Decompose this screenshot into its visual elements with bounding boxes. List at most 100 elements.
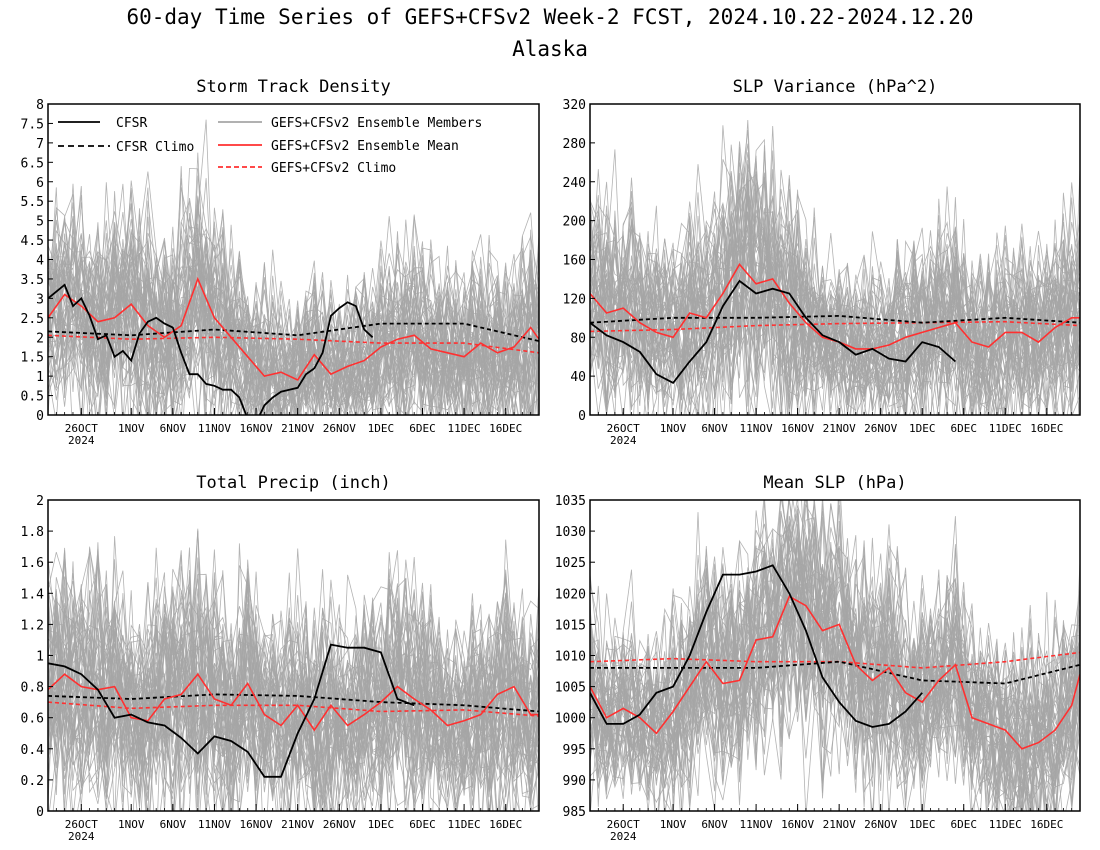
y-tick-label: 200	[563, 215, 586, 230]
ensemble-member-line	[48, 234, 539, 415]
ensemble-member-line	[590, 538, 1080, 811]
y-tick-label: 1.8	[21, 525, 44, 540]
ensemble-member-line	[590, 164, 1080, 415]
ensemble-member-line	[590, 152, 1080, 415]
ensemble-member-line	[590, 541, 1080, 811]
ensemble-climo-line	[590, 320, 1080, 333]
plot-area	[590, 119, 1080, 415]
ensemble-member-line	[48, 559, 539, 811]
y-tick-label: 1000	[555, 712, 586, 727]
ensemble-member-line	[48, 215, 539, 415]
x-tick-label: 16DEC	[489, 818, 522, 831]
x-tick-label: 11DEC	[448, 422, 481, 435]
x-tick-label: 11DEC	[448, 818, 481, 831]
legend-members-label: GEFS+CFSv2 Ensemble Members	[271, 116, 482, 131]
ensemble-member-line	[48, 602, 539, 811]
x-tick-label: 21NOV	[823, 422, 856, 435]
x-year-label: 2024	[610, 434, 637, 447]
ensemble-member-line	[48, 195, 539, 415]
ensemble-member-line	[590, 500, 1080, 799]
ensemble-climo-line	[590, 651, 1080, 669]
x-tick-label: 26OCT	[65, 422, 98, 435]
y-tick-label: 995	[563, 743, 586, 758]
ensemble-mean-line	[48, 276, 539, 382]
ensemble-member-line	[48, 582, 539, 811]
cfsr-climo-line	[590, 314, 1080, 324]
x-tick-label: 16DEC	[1030, 818, 1063, 831]
legend-cfsr-climo-label: CFSR Climo	[116, 140, 194, 155]
y-tick-label: 1020	[555, 587, 586, 602]
ensemble-member-line	[590, 557, 1080, 794]
x-tick-label: 26NOV	[323, 422, 356, 435]
x-tick-label: 1DEC	[368, 818, 395, 831]
x-tick-label: 1DEC	[909, 818, 936, 831]
ensemble-member-line	[590, 150, 1080, 415]
y-tick-label: 2.5	[21, 312, 44, 327]
ensemble-member-line	[590, 511, 1080, 794]
x-year-label: 2024	[68, 830, 95, 843]
ensemble-members	[48, 528, 539, 811]
x-tick-label: 16NOV	[239, 422, 272, 435]
y-tick-label: 280	[563, 137, 586, 152]
y-tick-label: 1.4	[21, 587, 45, 602]
x-tick-label: 6DEC	[409, 422, 436, 435]
y-tick-label: 1015	[555, 618, 586, 633]
y-tick-label: 0.2	[21, 774, 44, 789]
cfsr-climo-line	[48, 693, 539, 713]
plot-area	[48, 528, 539, 811]
x-tick-label: 11NOV	[198, 422, 231, 435]
x-tick-label: 6NOV	[701, 818, 728, 831]
y-tick-label: 7.5	[21, 117, 44, 132]
y-tick-label: 4	[36, 254, 44, 269]
x-tick-label: 6DEC	[950, 422, 977, 435]
ensemble-member-line	[590, 547, 1080, 811]
x-tick-label: 21NOV	[823, 818, 856, 831]
panel-title: SLP Variance (hPa^2)	[733, 77, 938, 97]
ensemble-member-line	[590, 500, 1080, 811]
x-tick-label: 1NOV	[660, 818, 687, 831]
x-tick-label: 21NOV	[281, 818, 314, 831]
y-tick-label: 2	[36, 494, 44, 509]
y-tick-label: 5.5	[21, 195, 44, 210]
y-tick-label: 0.4	[21, 743, 45, 758]
ensemble-member-line	[590, 125, 1080, 415]
x-tick-label: 26NOV	[864, 818, 897, 831]
y-tick-label: 7	[36, 137, 44, 152]
panel-title: Mean SLP (hPa)	[763, 473, 906, 493]
y-tick-label: 1010	[555, 650, 586, 665]
legend-climo-label: GEFS+CFSv2 Climo	[271, 161, 396, 176]
ensemble-member-line	[590, 199, 1080, 415]
ensemble-climo-line	[48, 334, 539, 354]
figure-subtitle: Alaska	[512, 37, 588, 61]
figure-title: 60-day Time Series of GEFS+CFSv2 Week-2 …	[126, 5, 973, 29]
x-tick-label: 1NOV	[118, 818, 145, 831]
panel-title: Storm Track Density	[196, 77, 390, 97]
ensemble-member-line	[48, 231, 539, 415]
y-tick-label: 40	[570, 370, 586, 385]
cfsr-line	[48, 283, 374, 415]
x-tick-label: 1DEC	[368, 422, 395, 435]
x-tick-label: 26NOV	[864, 422, 897, 435]
x-tick-label: 11NOV	[198, 818, 231, 831]
ensemble-members	[590, 119, 1080, 415]
x-tick-label: 26NOV	[323, 818, 356, 831]
ensemble-member-line	[590, 177, 1080, 415]
x-tick-label: 21NOV	[281, 422, 314, 435]
legend-mean-label: GEFS+CFSv2 Ensemble Mean	[271, 139, 459, 154]
y-tick-label: 160	[563, 254, 586, 269]
ensemble-mean-line	[590, 595, 1080, 750]
cfsr-line	[590, 279, 956, 385]
y-tick-label: 3	[36, 292, 44, 307]
plot-area	[590, 500, 1080, 811]
y-tick-label: 5	[36, 215, 44, 230]
cfsr-line	[590, 564, 923, 728]
y-tick-label: 1.6	[21, 556, 44, 571]
y-tick-label: 0	[578, 409, 586, 424]
x-tick-label: 1NOV	[118, 422, 145, 435]
x-tick-label: 16DEC	[489, 422, 522, 435]
ensemble-member-line	[48, 570, 539, 811]
y-tick-label: 0.8	[21, 681, 44, 696]
y-tick-label: 1005	[555, 681, 586, 696]
cfsr-line	[48, 643, 415, 778]
